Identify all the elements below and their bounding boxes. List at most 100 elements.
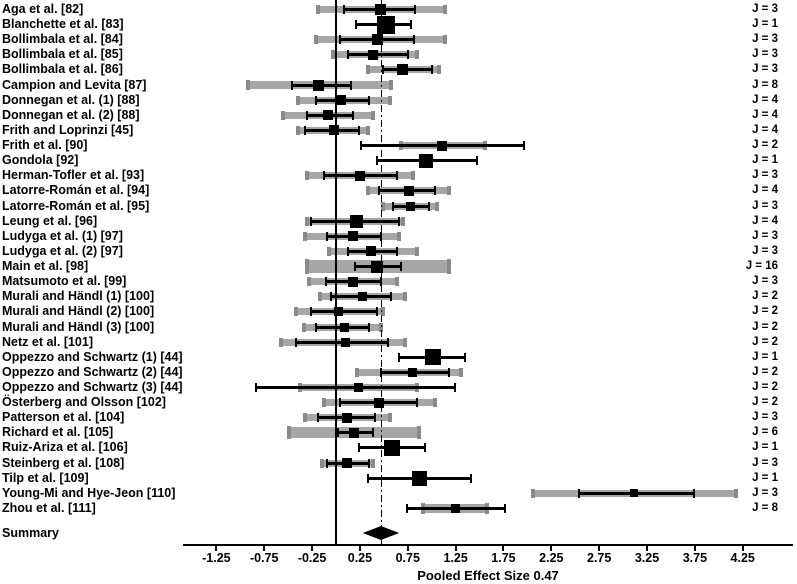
ci-right-cap <box>368 458 371 468</box>
replications-count-label: J = 8 <box>752 501 778 514</box>
interval-left-cap <box>380 201 385 211</box>
ci-left-cap <box>358 443 360 453</box>
ci-left-cap <box>306 110 309 120</box>
effect-size-marker <box>348 231 359 242</box>
replications-count-label: J = 3 <box>752 275 778 288</box>
replications-count-label: J = 16 <box>745 260 778 273</box>
interval-left-cap <box>313 35 318 45</box>
ci-right-cap <box>374 413 377 423</box>
study-label: Bollimbala et al. [86] <box>2 62 123 77</box>
interval-right-cap <box>433 398 438 408</box>
replications-count-label: J = 2 <box>752 320 778 333</box>
replications-count-label: J = 4 <box>752 93 778 106</box>
interval-right-cap <box>387 95 392 105</box>
effect-size-marker <box>340 322 350 332</box>
ci-left-cap <box>578 488 581 498</box>
study-label: Ruiz-Ariza et al. [106] <box>2 440 128 455</box>
ci-left-cap <box>310 216 313 226</box>
interval-left-cap <box>317 292 322 302</box>
effect-size-marker <box>374 4 386 15</box>
study-label: Young-Mi and Hye-Jeon [110] <box>2 485 176 500</box>
interval-left-cap <box>281 110 286 120</box>
effect-size-marker <box>629 489 638 498</box>
study-label: Herman-Tofler et al. [93] <box>2 168 145 183</box>
replications-count-label: J = 3 <box>752 244 778 257</box>
study-label: Ludyga et al. (1) [97] <box>2 228 123 243</box>
ci-right-cap <box>434 186 437 196</box>
interval-right-cap <box>443 35 448 45</box>
ci-right-cap <box>523 141 526 151</box>
effect-size-marker <box>371 34 383 46</box>
ci-left-cap <box>291 80 294 90</box>
ci-right-cap <box>453 383 456 392</box>
study-label: Donnegan et al. (2) [88] <box>2 107 140 122</box>
study-label: Donnegan et al. (1) [88] <box>2 92 140 107</box>
replications-count-label: J = 2 <box>752 290 778 303</box>
replications-count-label: J = 2 <box>752 381 778 393</box>
replications-count-label: J = 3 <box>752 411 778 424</box>
ci-left-cap <box>310 307 313 317</box>
effect-size-marker <box>437 140 448 151</box>
interval-right-cap <box>387 413 392 423</box>
replications-count-label: J = 3 <box>752 63 778 76</box>
ci-right-cap <box>352 110 355 120</box>
replications-count-label: J = 3 <box>752 456 778 469</box>
ci-right-cap <box>396 246 399 256</box>
study-label: Richard et al. [105] <box>2 425 114 440</box>
axis-tick-mark <box>502 546 505 551</box>
replications-count-label: J = 3 <box>752 48 778 61</box>
effect-size-marker <box>371 260 384 273</box>
interval-right-cap <box>402 337 407 347</box>
axis-tick-label: 3.75 <box>682 551 708 565</box>
effect-size-marker <box>349 427 360 438</box>
axis-tick-label: 2.75 <box>587 551 612 565</box>
interval-left-cap <box>531 488 536 498</box>
effect-size-marker <box>411 470 427 486</box>
interval-left-cap <box>305 171 310 181</box>
axis-tick-mark <box>646 546 649 551</box>
interval-right-cap <box>459 367 464 377</box>
replications-count-label: J = 2 <box>752 139 778 152</box>
interval-left-cap <box>305 216 310 226</box>
summary-label: Summary <box>2 526 59 540</box>
study-label: Campion and Levita [87] <box>2 77 147 92</box>
ci-right-cap <box>416 398 419 408</box>
ci-left-cap <box>326 231 329 241</box>
ci-left-cap <box>338 35 341 45</box>
ci-right-cap <box>413 35 416 45</box>
interval-right-cap <box>411 171 416 181</box>
ci-left-cap <box>346 246 349 256</box>
interval-right-cap <box>371 458 376 468</box>
x-axis-line <box>183 544 793 546</box>
zero-effect-line <box>334 0 337 544</box>
interval-left-cap <box>319 458 324 468</box>
effect-size-marker <box>418 153 433 168</box>
replications-count-label: J = 1 <box>752 471 778 484</box>
study-label: Frith and Loprinzi [45] <box>2 122 134 137</box>
ci-right-cap <box>475 156 478 166</box>
effect-size-marker <box>403 185 414 196</box>
study-label: Aga et al. [82] <box>2 2 84 16</box>
ci-left-cap <box>346 50 349 60</box>
ci-right-cap <box>414 5 417 14</box>
ci-left-cap <box>304 125 307 135</box>
axis-tick-mark <box>598 546 601 551</box>
ci-right-cap <box>357 125 360 135</box>
ci-right-cap <box>396 171 399 181</box>
ci-left-cap <box>322 171 325 181</box>
summary-diamond <box>362 526 400 540</box>
ci-left-cap <box>314 322 317 332</box>
effect-size-marker <box>366 246 377 257</box>
interval-right-cap <box>397 231 402 241</box>
axis-tick-mark <box>263 546 266 551</box>
axis-tick-mark <box>215 546 218 551</box>
ci-left-cap <box>316 413 319 423</box>
axis-tick-label: 0.75 <box>395 551 420 565</box>
interval-left-cap <box>245 80 250 91</box>
ci-left-cap <box>314 95 317 105</box>
axis-tick-label: -0.75 <box>249 551 279 565</box>
effect-size-marker <box>341 337 351 347</box>
ci-right-cap <box>372 428 375 438</box>
axis-tick-label: 1.25 <box>443 551 468 565</box>
